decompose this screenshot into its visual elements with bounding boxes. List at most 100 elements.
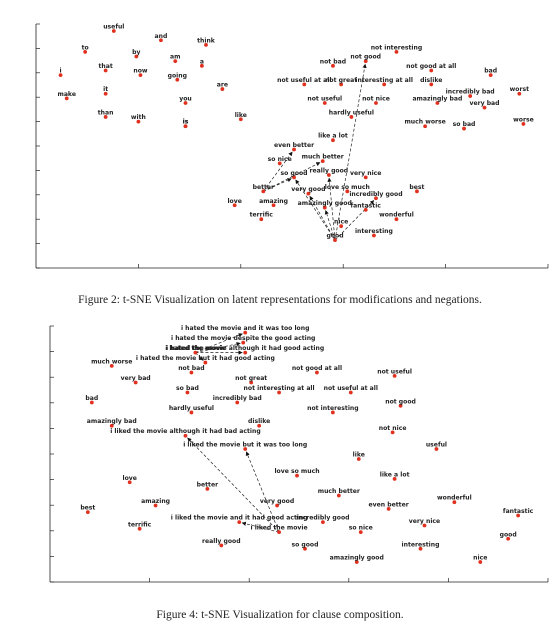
fig4-label-dislike: dislike: [248, 418, 270, 425]
fig2-label-not-bad: not bad: [320, 58, 346, 65]
fig2-label-so-nice: so nice: [268, 156, 292, 163]
fig4-label-not-useful-at-all: not useful at all: [324, 385, 378, 392]
fig2-label-so-bad: so bad: [453, 121, 476, 128]
fig4-point-like: [356, 457, 361, 461]
fig4-point-dislike: [257, 423, 262, 428]
fig2-point-very-bad: [482, 105, 487, 110]
fig4-label-amazingly-good: amazingly good: [330, 555, 384, 562]
fig2-point-amazing: [271, 203, 276, 208]
fig2-point-very-good: [306, 191, 311, 196]
fig4-point-very-bad: [133, 380, 138, 385]
fig2-point-with: [136, 119, 141, 124]
fig2-point-very-nice: [363, 175, 368, 180]
fig2-label-better: better: [253, 184, 274, 191]
fig4-point-i-hated-the-movie: [193, 350, 198, 355]
fig2-point-you: [183, 101, 188, 105]
fig2-point-really-good: [326, 173, 331, 177]
fig4-label-hardly-useful: hardly useful: [169, 405, 214, 412]
fig4-label-very-bad: very bad: [121, 375, 151, 382]
fig2-point-so-nice: [277, 161, 282, 166]
fig2-point-hardly-useful: [349, 115, 354, 119]
fig2-label-am: am: [170, 54, 180, 61]
fig2-label-terrific: terrific: [250, 212, 274, 219]
fig4-label-i-liked-the-movie-although-it-had-bad-acting: i liked the movie although it had bad ac…: [110, 428, 261, 435]
fig4-point-love-so-much: [295, 473, 299, 478]
fig4-arrow-i-hated-the-movie-to-i-hated-the-movie-despite-the-good-acting: [195, 341, 241, 353]
fig2-point-interesting: [372, 233, 376, 238]
fig2-point-now: [138, 73, 143, 78]
fig2-label-love-so-much: love so much: [325, 184, 370, 191]
fig2-label-nice: nice: [334, 219, 348, 226]
fig2-label-not-interesting: not interesting: [371, 44, 423, 51]
fig4-label-i-hated-the-movie-and-it-was-too-long: i hated the movie and it was too long: [181, 325, 309, 332]
fig4-label-i-hated-the-movie-but-it-had-good-acting: i hated the movie but it had good acting: [136, 355, 275, 362]
fig2-point-best: [415, 189, 419, 194]
fig2-arrow-better-to-much-better: [263, 162, 321, 192]
fig2-label-wonderful: wonderful: [379, 212, 414, 219]
fig4-point-not-useful: [392, 373, 397, 378]
fig4-label-i-liked-the-movie: i liked the movie: [251, 525, 308, 532]
fig2-point-than: [103, 115, 108, 119]
fig2-point-love: [232, 203, 237, 208]
fig4-point-very-good: [275, 503, 279, 508]
fig2-point-and: [159, 38, 163, 43]
fig2-point-not-useful: [322, 101, 327, 105]
fig4-label-not-interesting-at-all: not interesting at all: [244, 385, 315, 392]
fig2-point-amazingly-bad: [435, 101, 440, 105]
fig4-label-so-good: so good: [291, 541, 318, 548]
fig2-point-interesting-at-all: [382, 82, 387, 87]
fig4-label-fantastic: fantastic: [503, 508, 534, 515]
fig2-point-worse: [521, 122, 526, 126]
fig2-label-very-nice: very nice: [350, 170, 381, 177]
fig4-label-terrific: terrific: [128, 521, 152, 528]
fig2-point-to: [83, 49, 88, 54]
fig4-point-incredibly-bad: [235, 400, 240, 405]
fig4-label-better: better: [197, 481, 218, 488]
fig2-point-i: [58, 73, 63, 78]
fig2-point-bad: [488, 73, 493, 78]
fig4-label-not-great: not great: [235, 375, 267, 382]
fig2-label-fantastic: fantastic: [351, 202, 382, 209]
figure-4-scatter-plot: i hated the movie and it was too long i h…: [49, 325, 549, 583]
fig2-point-much-worse: [423, 124, 428, 129]
fig4-label-really-good: really good: [202, 538, 241, 545]
fig4-label-so-nice: so nice: [349, 525, 373, 532]
fig4-point-i-liked-the-movie-and-it-had-good-acting: [237, 520, 242, 525]
fig2-label-a: a: [200, 58, 204, 65]
fig2-label-like: like: [235, 112, 247, 119]
fig2-point-like-a-lot: [331, 138, 335, 143]
figure-2-scatter-plot: useful and think to by am a that now going are i it i…: [35, 23, 549, 269]
fig2-label-are: are: [217, 82, 228, 89]
fig2-point-not-nice: [374, 101, 378, 105]
fig2-label-i: i: [60, 68, 62, 75]
fig2-label-make: make: [57, 91, 75, 98]
fig2-point-not-great: [339, 82, 344, 87]
fig4-label-not-useful: not useful: [377, 368, 412, 375]
fig4-arrow-i-liked-the-movie-to-i-liked-the-movie-and-it-had-good-acting: [241, 521, 280, 533]
fig4-point-even-better: [386, 506, 391, 511]
fig2-point-fantastic: [363, 208, 368, 212]
fig2-arrow-good-to-incredibly-good: [334, 200, 375, 241]
fig2-point-so-good: [292, 175, 296, 180]
fig4-point-not-interesting-at-all: [277, 390, 281, 395]
fig2-point-is: [183, 124, 188, 129]
fig4-label-interesting: interesting: [402, 541, 440, 548]
fig2-label-incredibly-bad: incredibly bad: [446, 89, 495, 96]
fig4-label-much-better: much better: [318, 488, 360, 495]
fig2-label-going: going: [168, 72, 187, 79]
fig4-point-amazing: [153, 503, 158, 508]
fig4-point-i-hated-the-movie-despite-the-good-acting: [241, 340, 246, 345]
fig2-label-and: and: [155, 33, 168, 40]
fig2-point-not-bad: [331, 63, 335, 68]
fig4-point-much-worse: [109, 363, 114, 368]
fig4-label-even-better: even better: [369, 501, 409, 508]
fig2-point-am: [173, 59, 178, 64]
fig4-label-not-nice: not nice: [379, 425, 407, 432]
fig2-point-think: [204, 43, 208, 47]
fig2-label-not-good: not good: [350, 54, 381, 61]
fig2-label-much-worse: much worse: [404, 119, 445, 126]
fig4-point-useful: [434, 447, 439, 451]
fig2-label-incredibly-good: incredibly good: [349, 191, 402, 198]
fig2-point-good: [333, 238, 337, 243]
fig4-label-very-good: very good: [260, 498, 294, 505]
